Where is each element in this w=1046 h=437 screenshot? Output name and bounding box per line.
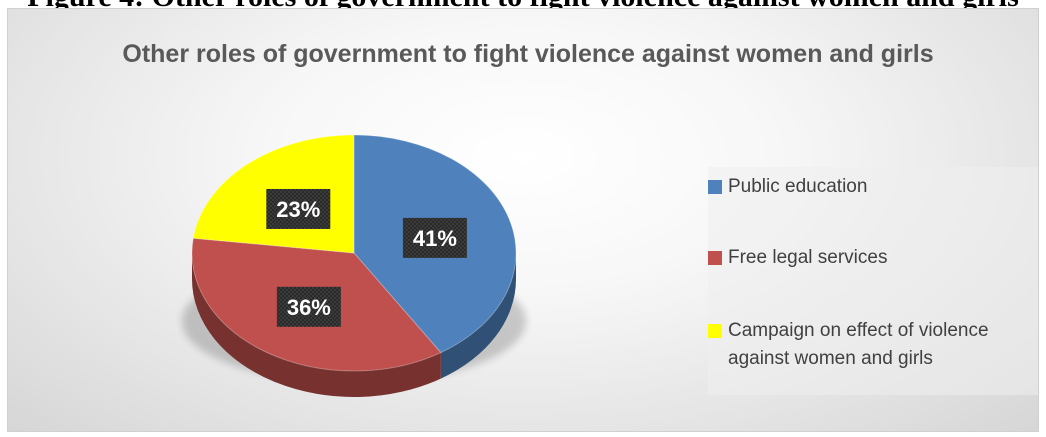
- pie-side-public-education: [440, 253, 516, 379]
- legend-label-public-education: Public education: [728, 176, 868, 197]
- legend-label-campaign: Campaign on effect of violence against w…: [728, 320, 989, 369]
- legend-item-public-education: Public education: [708, 173, 1028, 201]
- data-label-public-education: 41%: [402, 217, 467, 258]
- pie-chart: 41% 36% 23%: [182, 134, 526, 398]
- legend-swatch-free-legal-services: [708, 251, 722, 265]
- legend-item-free-legal-services: Free legal services: [708, 244, 1028, 272]
- pie-data-labels: 41% 36% 23%: [266, 188, 467, 327]
- legend: Public education Free legal services Cam…: [708, 167, 1038, 395]
- legend-item-campaign: Campaign on effect of violence against w…: [708, 317, 1028, 373]
- page-heading-cutoff: Figure 4: Other roles of government to f…: [0, 0, 1046, 8]
- svg-text:23%: 23%: [276, 197, 320, 222]
- pie-slices: [191, 134, 517, 372]
- svg-text:36%: 36%: [287, 295, 331, 320]
- legend-swatch-public-education: [708, 180, 722, 194]
- pie-side-free-legal-services: [192, 253, 441, 398]
- svg-text:41%: 41%: [413, 226, 457, 251]
- legend-label-free-legal-services: Free legal services: [728, 247, 888, 268]
- chart-area: Other roles of government to fight viole…: [7, 8, 1039, 432]
- legend-swatch-campaign: [708, 324, 722, 338]
- pie-sides: [192, 253, 516, 398]
- data-label-campaign: 23%: [266, 188, 331, 229]
- chart-title: Other roles of government to fight viole…: [122, 40, 934, 68]
- data-label-free-legal-services: 36%: [276, 286, 341, 327]
